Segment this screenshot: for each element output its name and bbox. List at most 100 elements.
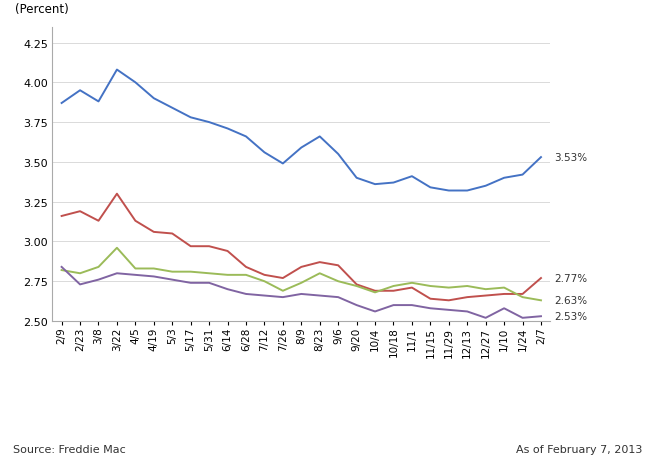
5-1 ARM xyxy=(279,288,287,294)
5-1 ARM xyxy=(537,298,545,303)
15-yr FRM xyxy=(426,297,434,302)
1-yr ARM xyxy=(390,302,398,308)
5-1 ARM xyxy=(76,271,84,276)
15-yr FRM xyxy=(371,288,379,294)
15-yr FRM xyxy=(223,249,231,254)
30-yr FRM xyxy=(537,155,545,161)
1-yr ARM xyxy=(426,306,434,311)
5-1 ARM xyxy=(242,273,250,278)
15-yr FRM xyxy=(76,209,84,214)
15-yr FRM xyxy=(261,273,269,278)
1-yr ARM xyxy=(150,274,158,280)
1-yr ARM xyxy=(537,314,545,319)
5-1 ARM xyxy=(426,284,434,289)
1-yr ARM xyxy=(316,293,324,299)
15-yr FRM xyxy=(463,295,471,300)
1-yr ARM xyxy=(58,264,66,270)
1-yr ARM xyxy=(481,315,489,321)
5-1 ARM xyxy=(150,266,158,272)
30-yr FRM xyxy=(297,146,305,151)
1-yr ARM xyxy=(187,280,195,286)
30-yr FRM xyxy=(242,134,250,140)
30-yr FRM xyxy=(113,67,121,73)
15-yr FRM xyxy=(334,263,342,269)
15-yr FRM xyxy=(168,231,176,237)
15-yr FRM xyxy=(408,285,416,291)
1-yr ARM xyxy=(352,302,360,308)
30-yr FRM xyxy=(463,188,471,194)
Text: Source: Freddie Mac: Source: Freddie Mac xyxy=(13,444,126,454)
30-yr FRM xyxy=(519,173,527,178)
5-1 ARM xyxy=(481,287,489,292)
15-yr FRM xyxy=(132,218,140,224)
30-yr FRM xyxy=(334,152,342,157)
15-yr FRM xyxy=(113,191,121,197)
5-1 ARM xyxy=(297,280,305,286)
30-yr FRM xyxy=(500,176,508,181)
5-1 ARM xyxy=(94,264,102,270)
15-yr FRM xyxy=(297,264,305,270)
5-1 ARM xyxy=(316,271,324,276)
1-yr ARM xyxy=(223,287,231,292)
30-yr FRM xyxy=(352,176,360,181)
15-yr FRM xyxy=(94,218,102,224)
5-1 ARM xyxy=(519,295,527,300)
30-yr FRM xyxy=(279,162,287,167)
15-yr FRM xyxy=(205,244,213,249)
15-yr FRM xyxy=(58,214,66,219)
30-yr FRM xyxy=(132,80,140,86)
30-yr FRM xyxy=(150,96,158,102)
15-yr FRM xyxy=(316,260,324,265)
Text: 2.77%: 2.77% xyxy=(554,274,587,283)
15-yr FRM xyxy=(390,288,398,294)
5-1 ARM xyxy=(352,284,360,289)
15-yr FRM xyxy=(537,276,545,281)
5-1 ARM xyxy=(500,285,508,291)
30-yr FRM xyxy=(445,188,453,194)
30-yr FRM xyxy=(481,184,489,189)
1-yr ARM xyxy=(113,271,121,276)
1-yr ARM xyxy=(205,280,213,286)
15-yr FRM xyxy=(279,276,287,281)
30-yr FRM xyxy=(426,185,434,190)
1-yr ARM xyxy=(463,309,471,314)
30-yr FRM xyxy=(58,101,66,106)
15-yr FRM xyxy=(481,293,489,299)
30-yr FRM xyxy=(371,182,379,187)
5-1 ARM xyxy=(58,268,66,273)
30-yr FRM xyxy=(408,174,416,179)
1-yr ARM xyxy=(279,295,287,300)
1-yr ARM xyxy=(408,302,416,308)
30-yr FRM xyxy=(223,126,231,132)
30-yr FRM xyxy=(390,180,398,186)
5-1 ARM xyxy=(445,285,453,291)
1-yr ARM xyxy=(94,277,102,283)
1-yr ARM xyxy=(334,295,342,300)
30-yr FRM xyxy=(316,134,324,140)
1-yr ARM xyxy=(519,315,527,321)
5-1 ARM xyxy=(408,280,416,286)
5-1 ARM xyxy=(463,284,471,289)
Line: 1-yr ARM: 1-yr ARM xyxy=(62,267,541,318)
1-yr ARM xyxy=(371,309,379,314)
Line: 30-yr FRM: 30-yr FRM xyxy=(62,70,541,191)
1-yr ARM xyxy=(500,306,508,311)
Text: 2.63%: 2.63% xyxy=(554,296,587,306)
Text: 3.53%: 3.53% xyxy=(554,153,587,163)
15-yr FRM xyxy=(519,291,527,297)
30-yr FRM xyxy=(261,150,269,156)
15-yr FRM xyxy=(187,244,195,249)
5-1 ARM xyxy=(187,269,195,275)
30-yr FRM xyxy=(187,115,195,121)
1-yr ARM xyxy=(445,308,453,313)
Text: As of February 7, 2013: As of February 7, 2013 xyxy=(515,444,642,454)
1-yr ARM xyxy=(297,291,305,297)
Text: (Percent): (Percent) xyxy=(15,3,69,16)
1-yr ARM xyxy=(76,282,84,287)
1-yr ARM xyxy=(132,273,140,278)
5-1 ARM xyxy=(168,269,176,275)
5-1 ARM xyxy=(261,279,269,285)
30-yr FRM xyxy=(205,120,213,126)
30-yr FRM xyxy=(168,106,176,111)
Line: 5-1 ARM: 5-1 ARM xyxy=(62,248,541,301)
